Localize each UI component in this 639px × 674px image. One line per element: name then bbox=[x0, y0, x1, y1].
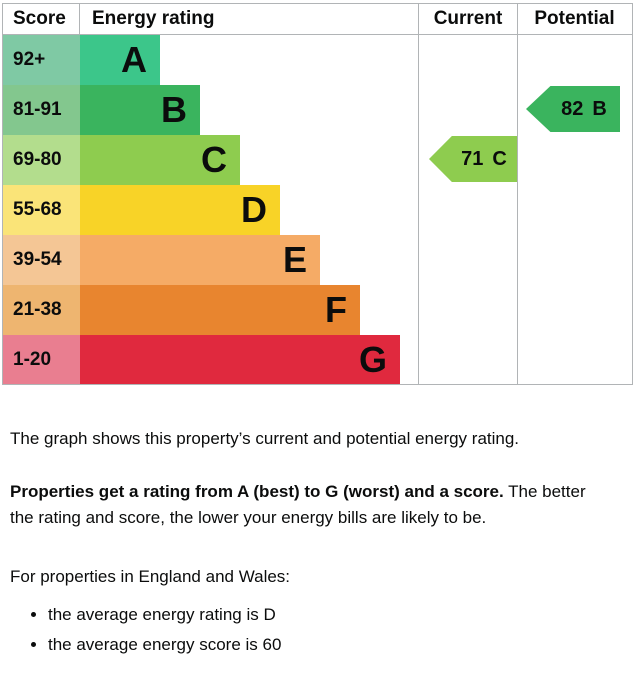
header-score: Score bbox=[3, 4, 80, 34]
rating-explanation-bold: Properties get a rating from A (best) to… bbox=[10, 482, 504, 501]
current-band: C bbox=[492, 147, 507, 170]
band-row-b: 81-91 B bbox=[3, 85, 632, 135]
band-row-a: 92+ A bbox=[3, 35, 632, 85]
band-score-range: 69-80 bbox=[3, 135, 80, 185]
header-energy-rating: Energy rating bbox=[92, 8, 215, 29]
average-score-item: the average energy score is 60 bbox=[48, 632, 630, 658]
average-rating-item: the average energy rating is D bbox=[48, 602, 630, 628]
header-current: Current bbox=[433, 8, 503, 29]
band-row-g: 1-20 G bbox=[3, 335, 632, 384]
band-row-c: 69-80 C bbox=[3, 135, 632, 185]
band-score-range: 92+ bbox=[3, 35, 80, 85]
band-bar-b: B bbox=[80, 85, 200, 135]
band-row-e: 39-54 E bbox=[3, 235, 632, 285]
band-bar-f: F bbox=[80, 285, 360, 335]
potential-band: B bbox=[592, 97, 607, 120]
england-wales-heading: For properties in England and Wales: bbox=[10, 567, 291, 586]
band-bar-d: D bbox=[80, 185, 280, 235]
band-rows: 92+ A 81-91 B 69-80 C 55-68 D 39-54 E 21-38 F 1-20 G bbox=[3, 35, 632, 384]
current-score: 71 bbox=[461, 147, 484, 170]
band-score-range: 21-38 bbox=[3, 285, 80, 335]
chart-header-row: Score Energy rating Current Potential bbox=[3, 4, 632, 35]
band-score-range: 55-68 bbox=[3, 185, 80, 235]
rating-explanation-rest: The better the rating and score, the low… bbox=[10, 482, 586, 527]
band-row-d: 55-68 D bbox=[3, 185, 632, 235]
band-score-range: 39-54 bbox=[3, 235, 80, 285]
epc-rating-chart: Score Energy rating Current Potential 92… bbox=[2, 3, 633, 385]
band-bar-e: E bbox=[80, 235, 320, 285]
graph-description: The graph shows this property’s current … bbox=[10, 429, 520, 448]
band-row-f: 21-38 F bbox=[3, 285, 632, 335]
band-score-range: 81-91 bbox=[3, 85, 80, 135]
band-bar-g: G bbox=[80, 335, 400, 384]
column-separator-current bbox=[418, 4, 419, 384]
band-bar-c: C bbox=[80, 135, 240, 185]
averages-bullet-list: the average energy rating is D the avera… bbox=[10, 602, 630, 658]
header-potential: Potential bbox=[534, 8, 615, 29]
band-bar-a: A bbox=[80, 35, 160, 85]
rating-explanation: Properties get a rating from A (best) to… bbox=[10, 479, 610, 531]
potential-score: 82 bbox=[561, 97, 584, 120]
column-separator-potential bbox=[517, 4, 518, 384]
chart-description-block: The graph shows this property’s current … bbox=[10, 426, 630, 658]
band-score-range: 1-20 bbox=[3, 335, 80, 384]
